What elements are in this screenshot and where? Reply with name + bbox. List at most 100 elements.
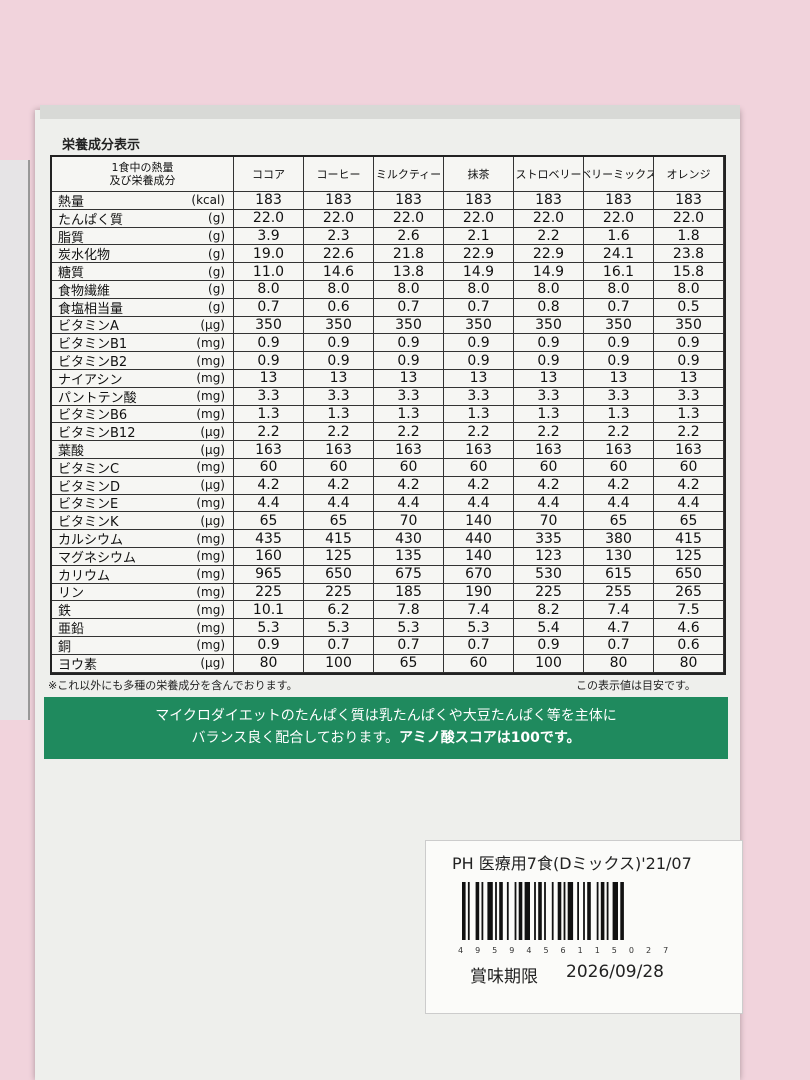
barcode-bar <box>544 882 546 940</box>
value-cell: 0.9 <box>234 334 304 353</box>
value-cell: 350 <box>654 316 724 335</box>
column-header: コーヒー <box>304 157 374 192</box>
value-cell: 430 <box>374 530 444 548</box>
nutrient-name: ビタミンB1 <box>58 337 128 353</box>
value-cell: 350 <box>304 316 374 335</box>
nutrient-name: 食塩相当量 <box>58 301 124 317</box>
value-cell: 2.2 <box>514 227 584 246</box>
barcode-bar <box>506 882 509 940</box>
nutrient-name: ビタミンA <box>58 319 119 335</box>
value-cell: 350 <box>374 316 444 335</box>
nutrient-unit: (μg) <box>200 424 225 439</box>
value-cell: 7.4 <box>584 601 654 620</box>
value-cell: 5.3 <box>444 619 514 637</box>
value-cell: 0.5 <box>654 298 724 317</box>
row-label: 鉄 (mg) <box>52 601 234 620</box>
value-cell: 0.9 <box>514 352 584 370</box>
value-cell: 60 <box>374 458 444 477</box>
nutrient-name: マグネシウム <box>58 550 137 566</box>
nutrient-unit: (mg) <box>196 584 225 599</box>
value-cell: 1.6 <box>584 227 654 246</box>
value-cell: 4.4 <box>514 494 584 513</box>
nutrient-unit: (g) <box>208 282 225 297</box>
nutrient-unit: (g) <box>208 300 225 315</box>
value-cell: 4.4 <box>304 494 374 513</box>
barcode-bar <box>612 882 618 940</box>
value-cell: 65 <box>234 512 304 531</box>
value-cell: 0.6 <box>304 298 374 317</box>
nutrient-name: ビタミンB6 <box>58 408 128 424</box>
value-cell: 60 <box>584 458 654 477</box>
nutrient-unit: (mg) <box>196 602 225 617</box>
value-cell: 100 <box>304 654 374 673</box>
value-cell: 3.3 <box>234 387 304 406</box>
barcode-bar <box>534 882 536 940</box>
value-cell: 21.8 <box>374 245 444 264</box>
value-cell: 530 <box>514 565 584 584</box>
value-cell: 65 <box>374 654 444 673</box>
value-cell: 135 <box>374 547 444 566</box>
value-cell: 4.2 <box>514 476 584 495</box>
nutrient-name: カリウム <box>58 568 111 584</box>
barcode-bar <box>462 882 466 940</box>
value-cell: 183 <box>584 192 654 210</box>
value-cell: 60 <box>514 458 584 477</box>
value-cell: 335 <box>514 530 584 548</box>
value-cell: 1.3 <box>234 405 304 424</box>
nutrient-unit: (kcal) <box>191 193 225 208</box>
nutrient-name: ビタミンB2 <box>58 355 128 370</box>
value-cell: 0.7 <box>584 298 654 317</box>
nutrient-unit: (mg) <box>196 406 225 421</box>
value-cell: 22.6 <box>304 245 374 264</box>
nutrient-unit: (μg) <box>200 442 225 457</box>
nutrient-unit: (g) <box>208 246 225 261</box>
value-cell: 13 <box>234 369 304 388</box>
expiry-date: 2026/09/28 <box>566 962 664 982</box>
row-label: カリウム (mg) <box>52 565 234 584</box>
value-cell: 8.0 <box>234 280 304 299</box>
value-cell: 190 <box>444 583 514 602</box>
value-cell: 183 <box>654 192 724 210</box>
value-cell: 5.3 <box>374 619 444 637</box>
value-cell: 350 <box>234 316 304 335</box>
value-cell: 163 <box>304 441 374 459</box>
row-label: たんぱく質 (g) <box>52 209 234 228</box>
column-header: 抹茶 <box>444 157 514 192</box>
nutrient-name: 鉄 <box>58 604 72 620</box>
barcode-bar <box>518 882 523 940</box>
barcode <box>462 882 624 940</box>
value-cell: 7.5 <box>654 601 724 620</box>
value-cell: 6.2 <box>304 601 374 620</box>
value-cell: 2.2 <box>234 423 304 442</box>
barcode-bar <box>514 882 517 940</box>
value-cell: 255 <box>584 583 654 602</box>
value-cell: 22.0 <box>304 209 374 228</box>
value-cell: 675 <box>374 565 444 584</box>
value-cell: 22.0 <box>444 209 514 228</box>
value-cell: 0.9 <box>304 334 374 353</box>
value-cell: 4.6 <box>654 619 724 637</box>
value-cell: 615 <box>584 565 654 584</box>
value-cell: 22.9 <box>444 245 514 264</box>
row-label: マグネシウム (mg) <box>52 547 234 566</box>
barcode-bar <box>524 882 530 940</box>
value-cell: 4.4 <box>444 494 514 513</box>
row-label: ビタミンB6 (mg) <box>52 405 234 424</box>
value-cell: 22.0 <box>514 209 584 228</box>
value-cell: 0.9 <box>374 352 444 370</box>
value-cell: 8.0 <box>584 280 654 299</box>
row-label: ビタミンE (mg) <box>52 494 234 513</box>
nutrient-unit: (μg) <box>200 317 225 332</box>
value-cell: 1.3 <box>304 405 374 424</box>
barcode-bar <box>563 882 566 940</box>
row-label: ビタミンD (μg) <box>52 476 234 495</box>
value-cell: 0.9 <box>654 352 724 370</box>
value-cell: 0.7 <box>444 298 514 317</box>
value-cell: 13 <box>654 369 724 388</box>
banner-line: マイクロダイエットのたんぱく質は乳たんぱくや大豆たんぱく等を主体に <box>155 708 617 724</box>
note: この表示値は目安です。 <box>576 679 696 692</box>
barcode-bar <box>606 882 609 940</box>
value-cell: 65 <box>304 512 374 531</box>
value-cell: 4.4 <box>374 494 444 513</box>
nutrient-name: 食物繊維 <box>58 283 111 299</box>
